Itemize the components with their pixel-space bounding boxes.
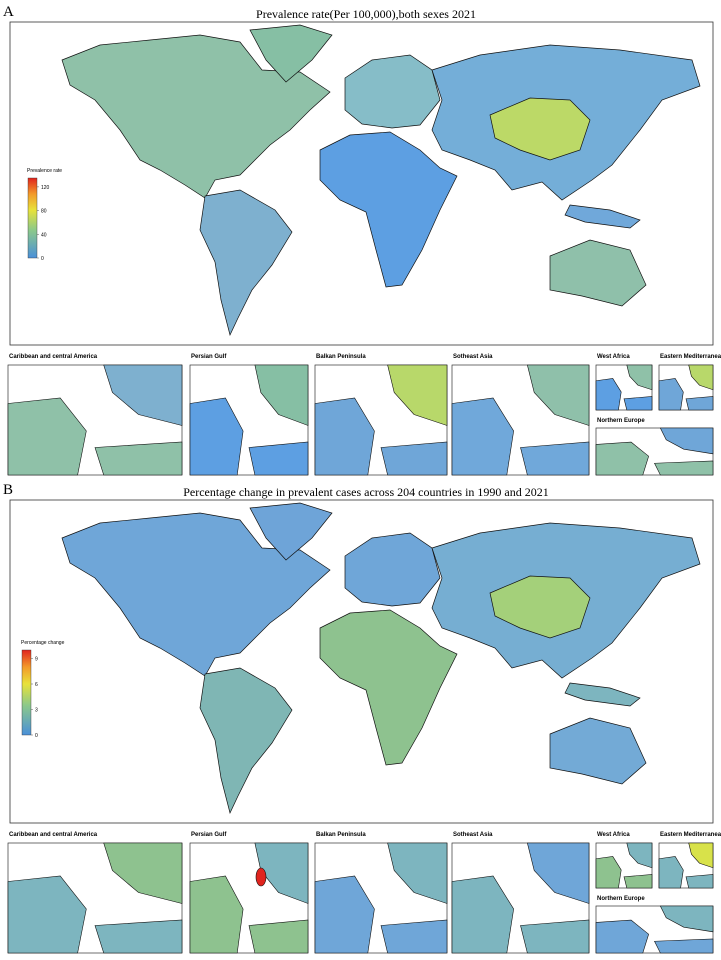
panel-title: Prevalence rate(Per 100,000),both sexes … [256, 7, 476, 21]
inset-title: Northern Europe [597, 418, 645, 424]
inset-title: Northern Europe [597, 896, 645, 902]
inset-title: Persian Gulf [191, 832, 227, 838]
inset-land [520, 919, 590, 954]
legend-title: Percentage change [21, 640, 65, 646]
inset-land [254, 364, 309, 426]
panel-label: A [3, 4, 14, 20]
country-region [489, 97, 591, 161]
inset-land [688, 842, 714, 869]
inset-land [248, 919, 309, 954]
inset-land [595, 856, 622, 889]
inset-land [387, 842, 448, 904]
inset-land [103, 364, 183, 426]
colorbar-label: 120 [41, 185, 50, 191]
inset-land [189, 875, 244, 954]
country-region [249, 502, 333, 561]
panel-title: Percentage change in prevalent cases acr… [183, 485, 549, 499]
inset-title: Caribbean and central America [9, 832, 98, 838]
inset-title: Eastern Mediterranean [660, 832, 721, 838]
inset-land [526, 364, 590, 426]
inset-land [94, 919, 183, 954]
inset-land [658, 856, 684, 889]
colorbar-label: 40 [41, 232, 47, 238]
inset-land [595, 378, 622, 411]
inset-land [685, 396, 714, 411]
colorbar [21, 649, 32, 736]
inset-land [380, 919, 448, 954]
inset-title: Balkan Peninsula [316, 832, 366, 838]
inset-title: Balkan Peninsula [316, 354, 366, 360]
inset-land [94, 441, 183, 476]
inset-land [189, 397, 244, 476]
inset-land [248, 441, 309, 476]
inset-land [654, 938, 714, 954]
colorbar-label: 3 [35, 708, 38, 714]
inset-land [451, 875, 514, 954]
inset-land [387, 364, 448, 426]
country-region [61, 34, 331, 199]
inset-land [685, 874, 714, 889]
inset-land [688, 364, 714, 391]
country-region [549, 239, 647, 307]
country-region [199, 667, 293, 815]
country-region [319, 609, 458, 766]
country-region [344, 532, 441, 607]
inset-land [380, 441, 448, 476]
inset-land [7, 397, 87, 476]
country-region [564, 204, 641, 229]
inset-land [595, 441, 649, 476]
inset-land [623, 396, 653, 411]
inset-land [595, 919, 649, 954]
colorbar-label: 0 [41, 256, 44, 262]
inset-land [314, 397, 375, 476]
inset-land [659, 427, 714, 455]
colorbar [27, 177, 38, 259]
country-region [344, 54, 441, 129]
colorbar-label: 80 [41, 209, 47, 215]
inset-land [254, 842, 309, 904]
inset-title: Eastern Mediterranean [660, 354, 721, 360]
legend-title: Prevalence rate [27, 168, 62, 174]
inset-land [626, 842, 653, 869]
colorbar-label: 0 [35, 733, 38, 739]
country-region [549, 717, 647, 785]
world-map [61, 24, 701, 337]
inset-land [626, 364, 653, 391]
inset-title: Sotheast Asia [453, 832, 493, 838]
inset-land [654, 460, 714, 476]
country-region [61, 512, 331, 677]
inset-land [7, 875, 87, 954]
inset-land [451, 397, 514, 476]
inset-land [658, 378, 684, 411]
country-region [249, 24, 333, 83]
country-region [564, 682, 641, 707]
colorbar-label: 9 [35, 657, 38, 663]
inset-title: Sotheast Asia [453, 354, 493, 360]
country-region [199, 189, 293, 337]
colorbar-label: 6 [35, 682, 38, 688]
inset-title: Caribbean and central America [9, 354, 98, 360]
inset-land [526, 842, 590, 904]
inset-title: Persian Gulf [191, 354, 227, 360]
inset-land [314, 875, 375, 954]
country-region [319, 131, 458, 288]
inset-land [623, 874, 653, 889]
inset-title: West Africa [597, 832, 630, 838]
inset-land [520, 441, 590, 476]
world-map [61, 502, 701, 815]
inset-title: West Africa [597, 354, 630, 360]
inset-land [659, 905, 714, 933]
qatar [255, 867, 267, 887]
inset-land [103, 842, 183, 904]
country-region [489, 575, 591, 639]
panel-label: B [3, 482, 13, 498]
